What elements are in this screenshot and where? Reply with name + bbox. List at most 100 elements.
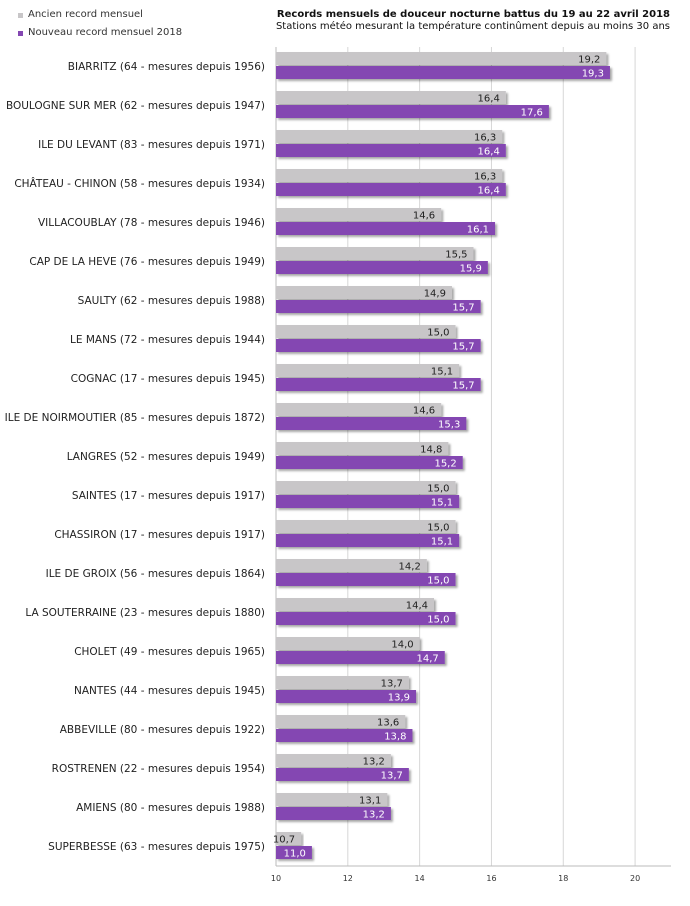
- data-label-old: 16,3: [474, 133, 496, 144]
- data-label-old: 15,0: [427, 328, 449, 339]
- bar-new: [276, 456, 463, 469]
- category-label: SUPERBESSE (63 - mesures depuis 1975): [48, 841, 265, 853]
- category-label: ILE DE GROIX (56 - mesures depuis 1864): [46, 568, 265, 580]
- data-label-old: 15,1: [431, 367, 453, 378]
- bar-old: [276, 637, 420, 650]
- bar-new: [276, 690, 417, 703]
- bar-old: [276, 247, 474, 260]
- data-label-old: 14,6: [413, 406, 435, 417]
- x-tick-label-16: 16: [486, 874, 496, 883]
- data-label-old: 16,3: [474, 172, 496, 183]
- category-label: ILE DE NOIRMOUTIER (85 - mesures depuis …: [5, 412, 265, 424]
- data-label-new: 15,0: [427, 576, 449, 587]
- data-label-new: 16,4: [478, 186, 500, 197]
- bar-new: [276, 612, 456, 625]
- data-label-new: 15,9: [460, 264, 482, 275]
- category-label: LANGRES (52 - mesures depuis 1949): [67, 451, 265, 463]
- bar-new: [276, 378, 481, 391]
- bar-old: [276, 754, 391, 767]
- category-label: NANTES (44 - mesures depuis 1945): [74, 685, 265, 697]
- data-label-old: 15,0: [427, 484, 449, 495]
- data-label-new: 15,7: [452, 381, 474, 392]
- data-label-old: 14,8: [420, 445, 442, 456]
- bar-old: [276, 286, 452, 299]
- bar-new: [276, 300, 481, 313]
- data-label-new: 13,7: [381, 771, 403, 782]
- bar-old: [276, 169, 503, 182]
- bar-new: [276, 222, 496, 235]
- data-label-old: 13,2: [363, 757, 385, 768]
- bar-old: [276, 715, 406, 728]
- data-label-new: 11,0: [284, 849, 306, 860]
- bar-new: [276, 807, 391, 820]
- data-label-old: 16,4: [478, 94, 500, 105]
- data-label-old: 14,4: [406, 601, 428, 612]
- bar-old: [276, 52, 607, 65]
- bar-old: [276, 676, 409, 689]
- data-label-old: 13,6: [377, 718, 399, 729]
- data-label-old: 14,0: [391, 640, 413, 651]
- title-block: Records mensuels de douceur nocturne bat…: [276, 9, 670, 33]
- category-label: CHÂTEAU - CHINON (58 - mesures depuis 19…: [14, 177, 265, 190]
- data-label-new: 13,8: [384, 732, 406, 743]
- legend-item-old: Ancien record mensuel: [18, 6, 182, 24]
- category-label: CHOLET (49 - mesures depuis 1965): [74, 646, 265, 658]
- x-tick-label-14: 14: [415, 874, 425, 883]
- data-label-new: 15,0: [427, 615, 449, 626]
- x-tick-label-20: 20: [630, 874, 640, 883]
- bar-old: [276, 364, 460, 377]
- category-label: BIARRITZ (64 - mesures depuis 1956): [68, 61, 265, 73]
- data-label-new: 15,3: [438, 420, 460, 431]
- data-label-new: 15,1: [431, 498, 453, 509]
- bar-old: [276, 403, 442, 416]
- bar-old: [276, 325, 456, 338]
- data-label-new: 15,7: [452, 303, 474, 314]
- bar-old: [276, 91, 506, 104]
- data-label-new: 15,1: [431, 537, 453, 548]
- legend-label-old: Ancien record mensuel: [28, 9, 143, 20]
- bar-new: [276, 495, 460, 508]
- bar-new: [276, 846, 312, 859]
- bar-old: [276, 442, 449, 455]
- category-label: ILE DU LEVANT (83 - mesures depuis 1971): [38, 139, 265, 151]
- data-label-new: 14,7: [417, 654, 439, 665]
- category-label: LE MANS (72 - mesures depuis 1944): [70, 334, 265, 346]
- data-label-new: 16,1: [467, 225, 489, 236]
- data-label-new: 15,7: [452, 342, 474, 353]
- data-label-old: 15,0: [427, 523, 449, 534]
- data-label-new: 19,3: [582, 69, 604, 80]
- x-tick-label-10: 10: [271, 874, 281, 883]
- legend-swatch-old: [18, 12, 23, 18]
- bar-new: [276, 729, 413, 742]
- bar-new: [276, 105, 549, 118]
- legend-swatch-new: [18, 30, 23, 36]
- bar-new: [276, 183, 506, 196]
- bar-new: [276, 573, 456, 586]
- category-label: SAINTES (17 - mesures depuis 1917): [72, 490, 265, 502]
- x-tick-label-18: 18: [558, 874, 568, 883]
- data-label-old: 14,2: [399, 562, 421, 573]
- chart-subtitle: Stations météo mesurant la température c…: [275, 21, 670, 32]
- bar-new: [276, 417, 467, 430]
- category-label: AMIENS (80 - mesures depuis 1988): [76, 802, 265, 814]
- legend-item-new: Nouveau record mensuel 2018: [18, 24, 182, 42]
- bar-new: [276, 261, 488, 274]
- category-label: SAULTY (62 - mesures depuis 1988): [78, 295, 265, 307]
- bar-new: [276, 651, 445, 664]
- bar-old: [276, 520, 456, 533]
- data-label-new: 13,2: [363, 810, 385, 821]
- data-label-old: 10,7: [273, 835, 295, 846]
- legend: Ancien record mensuel Nouveau record men…: [18, 6, 182, 42]
- bar-new: [276, 534, 460, 547]
- data-label-new: 13,9: [388, 693, 410, 704]
- data-label-old: 13,1: [359, 796, 381, 807]
- category-label: CAP DE LA HEVE (76 - mesures depuis 1949…: [29, 256, 265, 268]
- bar-old: [276, 793, 388, 806]
- data-label-old: 19,2: [578, 55, 600, 66]
- data-label-new: 17,6: [521, 108, 543, 119]
- category-label: VILLACOUBLAY (78 - mesures depuis 1946): [38, 217, 265, 229]
- bar-old: [276, 832, 302, 845]
- data-label-old: 15,5: [445, 250, 467, 261]
- category-label: BOULOGNE SUR MER (62 - mesures depuis 19…: [6, 100, 265, 112]
